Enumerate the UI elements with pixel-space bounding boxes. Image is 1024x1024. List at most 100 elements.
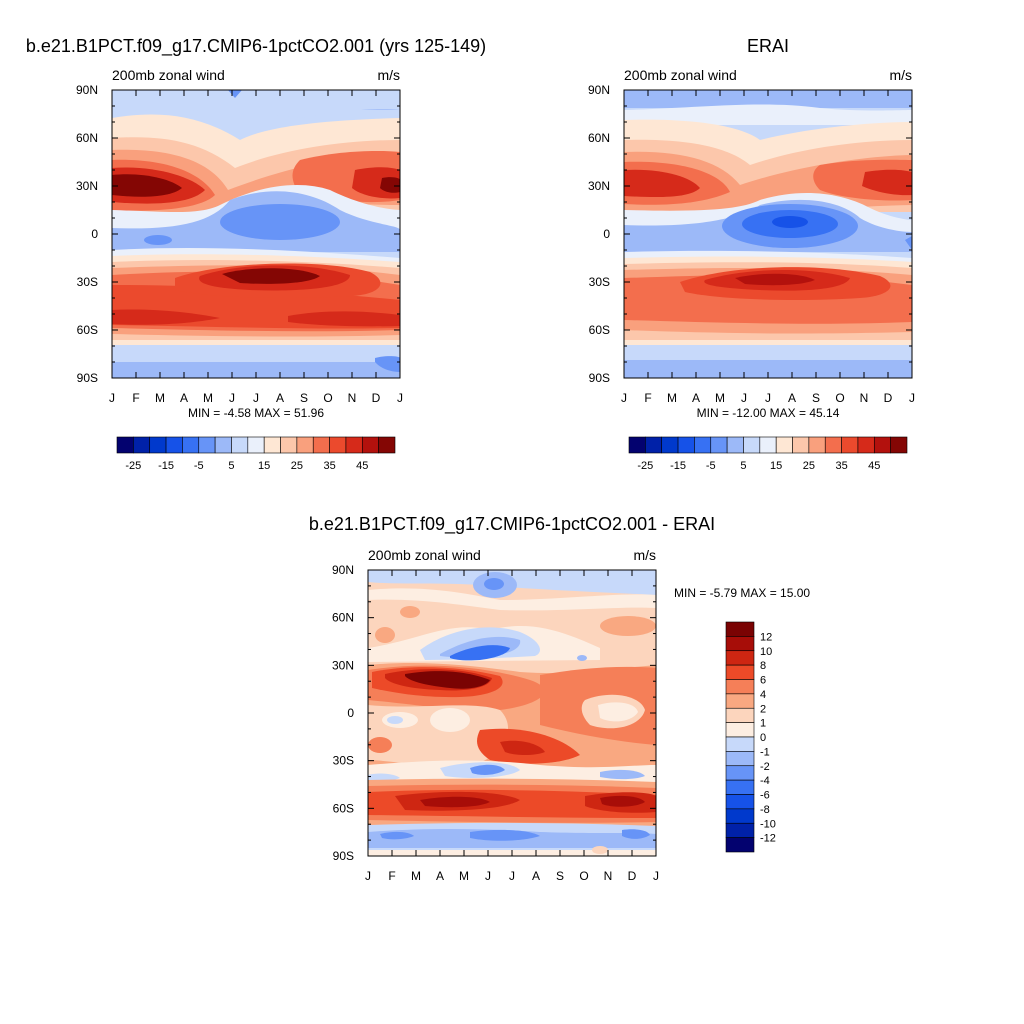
y-tick-label: 0 [603,227,610,241]
colorbar-label: 12 [760,631,772,643]
colorbar-swatch [726,436,744,454]
colorbar-label: 35 [835,460,847,472]
colorbar-label: 1 [760,718,766,730]
x-tick-label: J [909,391,915,405]
colorbar-swatch [890,436,908,454]
colorbar-label: -15 [670,460,686,472]
colorbar-label: -6 [760,790,770,802]
colorbar-swatch [775,436,793,454]
x-tick-label: O [835,391,844,405]
colorbar-swatch [280,436,298,454]
colorbar-swatch [710,436,728,454]
x-tick-label: D [628,869,637,883]
min-max-stats: MIN = -12.00 MAX = 45.14 [697,406,840,420]
x-tick-label: M [155,391,165,405]
colorbar-swatch [198,436,216,454]
colorbar-swatch [645,436,663,454]
x-tick-label: D [372,391,381,405]
colorbar-swatch [725,664,755,680]
colorbar-swatch [725,751,755,767]
y-tick-label: 90N [588,83,610,97]
colorbar-swatch [116,436,134,454]
colorbar-label: 45 [356,460,368,472]
x-tick-label: N [348,391,357,405]
colorbar-swatch [329,436,347,454]
y-tick-label: 60S [333,801,354,815]
units-label: m/s [377,67,400,83]
x-tick-label: A [180,391,188,405]
x-tick-label: A [692,391,700,405]
y-tick-label: 90S [589,371,610,385]
x-tick-label: J [741,391,747,405]
panel-title: b.e21.B1PCT.f09_g17.CMIP6-1pctCO2.001 - … [309,514,715,535]
y-axis: 90N 60N 30N 0 30S 60S 90S [588,83,912,385]
colorbar-swatch [725,808,755,824]
colorbar-label: 25 [291,460,303,472]
x-tick-label: N [604,869,613,883]
y-tick-label: 90S [333,849,354,863]
y-tick-label: 60S [589,323,610,337]
colorbar-label: -8 [760,804,770,816]
x-tick-label: S [812,391,820,405]
colorbar-swatch [231,436,249,454]
colorbar-label: -5 [706,460,716,472]
x-tick-label: J [253,391,259,405]
colorbar-swatch [725,736,755,752]
y-tick-label: 30N [332,658,354,672]
colorbar-swatch [677,436,695,454]
y-tick-label: 0 [347,706,354,720]
colorbar-label: -12 [760,833,776,845]
colorbar-label: -15 [158,460,174,472]
colorbar-label: 6 [760,675,766,687]
colorbar-swatch [296,436,314,454]
colorbar-label: -25 [637,460,653,472]
x-tick-label: M [667,391,677,405]
variable-label: 200mb zonal wind [624,67,737,83]
x-tick-label: J [765,391,771,405]
colorbar-label: 0 [760,732,766,744]
y-axis: 90N 60N 30N 0 30S 60S 90S [76,83,400,385]
x-tick-label: S [556,869,564,883]
colorbar-swatch [378,436,396,454]
x-tick-label: M [715,391,725,405]
colorbar-label: 15 [770,460,782,472]
colorbar-label: 2 [760,703,766,715]
y-tick-label: 60N [332,611,354,625]
x-tick-label: J [621,391,627,405]
x-tick-label: A [436,869,444,883]
colorbar-swatch [808,436,826,454]
y-tick-label: 30N [76,179,98,193]
colorbar-label: 15 [258,460,270,472]
colorbar-swatch [247,436,265,454]
colorbar-swatch [725,822,755,838]
panel-difference: b.e21.B1PCT.f09_g17.CMIP6-1pctCO2.001 - … [309,514,811,883]
min-max-stats: MIN = -5.79 MAX = 15.00 [674,586,810,600]
y-tick-label: 60N [76,131,98,145]
variable-label: 200mb zonal wind [112,67,225,83]
min-max-stats: MIN = -4.58 MAX = 51.96 [188,406,324,420]
colorbar-label: 35 [323,460,335,472]
colorbar-swatch [312,436,330,454]
colorbar-swatch [873,436,891,454]
colorbar-swatch [628,436,646,454]
colorbar-label: 10 [760,646,772,658]
colorbar-label: 25 [803,460,815,472]
x-tick-label: N [860,391,869,405]
x-tick-label: A [788,391,796,405]
panel-obs: ERAI 200mb zonal wind m/s [588,36,915,472]
colorbar-label: -25 [125,460,141,472]
panel-model: b.e21.B1PCT.f09_g17.CMIP6-1pctCO2.001 (y… [26,36,486,472]
colorbar-swatch [725,679,755,695]
colorbar-swatch [725,650,755,666]
x-tick-label: M [459,869,469,883]
colorbar-swatch [725,707,755,723]
y-tick-label: 60N [588,131,610,145]
y-tick-label: 30S [77,275,98,289]
x-tick-label: M [411,869,421,883]
colorbar-swatch [743,436,761,454]
colorbar-label: 4 [760,689,766,701]
colorbar-swatch [345,436,363,454]
colorbar-swatch [841,436,859,454]
